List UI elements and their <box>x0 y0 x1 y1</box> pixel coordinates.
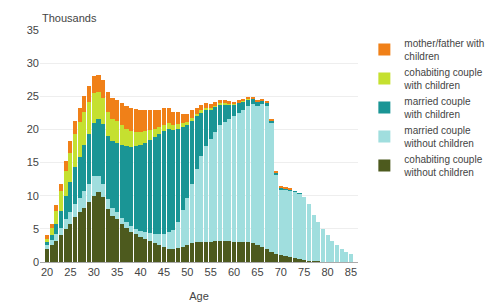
svg-text:30: 30 <box>27 57 39 69</box>
svg-text:75: 75 <box>298 266 310 278</box>
svg-text:55: 55 <box>205 266 217 278</box>
svg-text:Thousands: Thousands <box>42 12 97 24</box>
svg-text:married couplewithout children: married couplewithout children <box>403 125 473 149</box>
svg-text:50: 50 <box>181 266 193 278</box>
svg-text:cohabiting couplewith children: cohabiting couplewith children <box>403 67 482 91</box>
svg-text:40: 40 <box>134 266 146 278</box>
svg-text:25: 25 <box>64 266 76 278</box>
svg-text:85: 85 <box>345 266 357 278</box>
svg-text:15: 15 <box>27 156 39 168</box>
svg-text:cohabiting couplewithout child: cohabiting couplewithout children <box>403 154 482 178</box>
svg-text:35: 35 <box>111 266 123 278</box>
svg-text:25: 25 <box>27 90 39 102</box>
svg-text:married couplewith children: married couplewith children <box>403 96 471 120</box>
svg-text:45: 45 <box>158 266 170 278</box>
svg-text:20: 20 <box>41 266 53 278</box>
svg-text:80: 80 <box>321 266 333 278</box>
svg-text:70: 70 <box>275 266 287 278</box>
svg-text:Age: Age <box>189 290 209 302</box>
svg-text:65: 65 <box>251 266 263 278</box>
svg-text:mother/father withchildren: mother/father withchildren <box>404 38 484 62</box>
svg-text:0: 0 <box>33 256 39 268</box>
svg-text:10: 10 <box>27 190 39 202</box>
svg-text:60: 60 <box>228 266 240 278</box>
svg-text:35: 35 <box>27 24 39 36</box>
svg-text:5: 5 <box>33 223 39 235</box>
svg-text:30: 30 <box>88 266 100 278</box>
svg-text:20: 20 <box>27 123 39 135</box>
